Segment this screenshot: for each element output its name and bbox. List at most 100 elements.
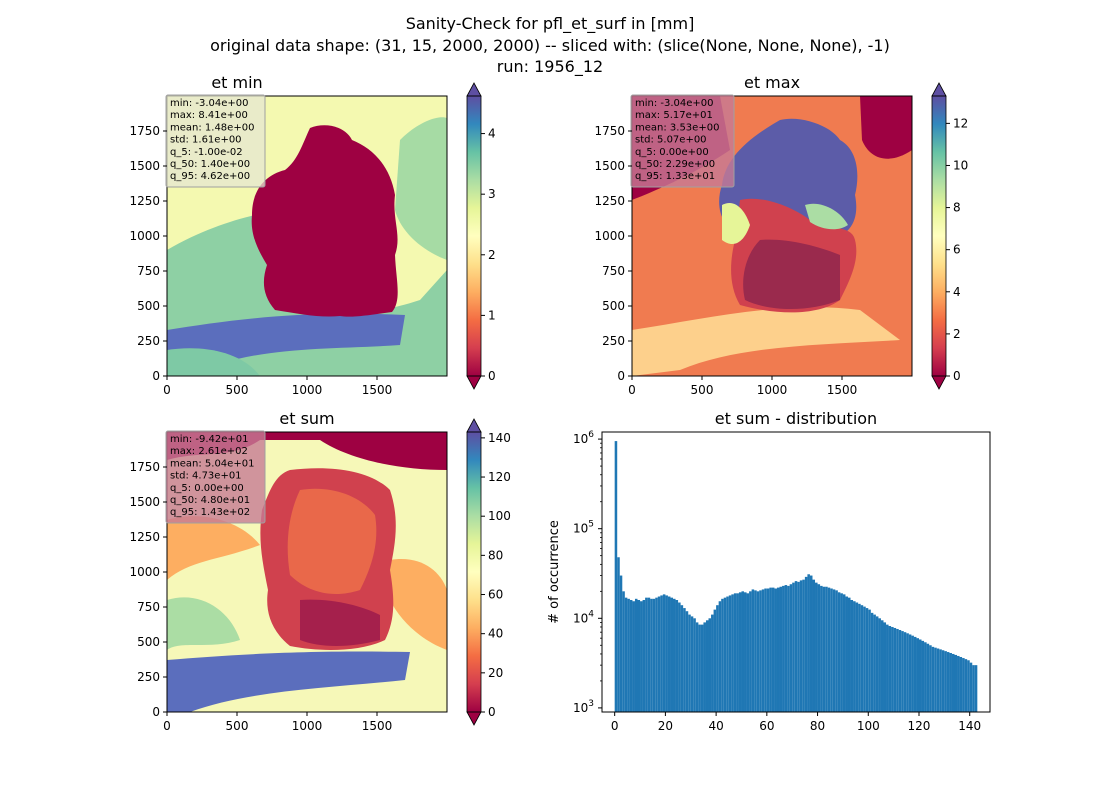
histogram-bar <box>896 628 899 712</box>
histogram-bar <box>662 594 666 712</box>
y-tick-label: 1750 <box>129 460 160 474</box>
et-max-heatmap <box>632 96 912 376</box>
x-tick-label: 40 <box>708 719 723 733</box>
et-sum-distribution-panel: et sum - distribution 0 20 40 60 80 100 120 140… <box>547 409 991 733</box>
histogram-bar <box>716 605 719 712</box>
histogram-bar <box>746 593 750 712</box>
colorbar-extend-min <box>466 375 482 390</box>
y-tick-label: 1750 <box>594 124 625 138</box>
y-tick-label: 1000 <box>129 565 160 579</box>
histogram-bar <box>655 597 658 712</box>
x-tick-label: 100 <box>857 719 880 733</box>
x-tick-label: 120 <box>908 719 931 733</box>
histogram-bar <box>645 597 648 712</box>
histogram-bar <box>721 598 724 712</box>
figure-title-line-2: original data shape: (31, 15, 2000, 2000… <box>210 36 890 55</box>
histogram-bar <box>667 596 671 712</box>
y-tick-label: 103 <box>573 699 594 715</box>
colorbar-tick-label: 3 <box>488 187 496 201</box>
x-tick-label: 1000 <box>292 719 323 733</box>
histogram-bar <box>632 601 635 712</box>
histogram-bar <box>822 586 826 712</box>
histogram-bar <box>713 609 717 712</box>
histogram-bar <box>850 600 854 712</box>
et-min-y-ticks: 0 250 500 750 1000 1250 1500 1750 <box>129 124 167 383</box>
histogram-bar <box>695 622 699 712</box>
histogram-bar <box>657 596 661 712</box>
histogram-bar <box>921 640 925 712</box>
histogram-bar <box>863 606 866 712</box>
histogram-bar <box>954 654 958 712</box>
x-tick-label: 80 <box>810 719 825 733</box>
histogram-bar <box>916 638 919 712</box>
histogram-bar <box>804 576 808 712</box>
histogram-bar <box>817 584 821 712</box>
histogram-bar <box>924 642 927 712</box>
histogram-bar <box>827 587 831 712</box>
histogram-bar <box>936 648 940 712</box>
histogram-bar <box>736 593 739 712</box>
histogram-bar <box>880 620 884 712</box>
stats-line: q_50: 4.80e+01 <box>170 495 250 506</box>
colorbar-tick-label: 12 <box>953 116 968 130</box>
et-min-heatmap <box>167 96 447 376</box>
et-max-title: et max <box>744 73 800 92</box>
histogram-bar <box>809 575 813 712</box>
x-tick-label: 0 <box>163 719 171 733</box>
histogram-bar <box>847 597 851 712</box>
histogram-bar <box>903 632 907 712</box>
histogram-title: et sum - distribution <box>715 409 877 428</box>
figure-title-line-1: Sanity-Check for pfl_et_surf in [mm] <box>406 14 695 34</box>
histogram-bar <box>744 592 747 712</box>
stats-line: q_5: -1.00e-02 <box>170 147 243 158</box>
histogram-y-ticks: 103 104 105 106 <box>573 430 602 715</box>
x-tick-label: 1000 <box>292 383 323 397</box>
histogram-bar <box>840 593 843 712</box>
x-tick-label: 500 <box>691 383 714 397</box>
histogram-bar <box>650 598 653 712</box>
histogram-bar <box>766 588 770 712</box>
y-tick-label: 1500 <box>129 159 160 173</box>
histogram-bar <box>678 602 681 712</box>
stats-line: min: -3.04e+00 <box>170 98 249 109</box>
histogram-bar <box>858 603 861 712</box>
colorbar-extend-max <box>466 418 482 433</box>
colorbar-tick-label: 8 <box>953 201 961 215</box>
histogram-bar <box>794 581 798 712</box>
y-tick-label: 1000 <box>129 229 160 243</box>
histogram-bar <box>860 605 864 712</box>
histogram-bar <box>771 587 775 712</box>
colorbar-tick-label: 4 <box>488 127 496 141</box>
colorbar-tick-label: 2 <box>953 327 961 341</box>
x-tick-label: 0 <box>628 383 636 397</box>
et-max-y-ticks: 0 250 500 750 1000 1250 1500 1750 <box>594 124 632 383</box>
histogram-bar <box>870 612 874 712</box>
histogram-bar <box>624 597 628 712</box>
colorbar-frame <box>466 431 482 713</box>
stats-line: min: -3.04e+00 <box>635 98 714 109</box>
y-tick-label: 1500 <box>594 159 625 173</box>
x-tick-label: 1500 <box>362 719 393 733</box>
et-min-colorbar: 0 1 2 3 4 <box>466 82 496 390</box>
histogram-bar <box>723 597 727 712</box>
histogram-x-ticks: 0 20 40 60 80 100 120 140 <box>611 712 981 733</box>
histogram-bar <box>754 590 757 712</box>
histogram-bar <box>749 591 752 712</box>
histogram-bar <box>759 590 762 712</box>
stats-line: q_50: 2.29e+00 <box>635 159 715 170</box>
histogram-bar <box>799 580 803 712</box>
histogram-bar <box>784 585 788 712</box>
colorbar-tick-label: 0 <box>953 369 961 383</box>
histogram-bar <box>741 591 745 712</box>
colorbar-extend-min <box>931 375 947 390</box>
histogram-bar <box>891 626 894 712</box>
colorbar-tick-label: 1 <box>488 308 496 322</box>
colorbar-gradient <box>932 96 946 376</box>
x-tick-label: 140 <box>958 719 981 733</box>
histogram-bar <box>875 616 879 712</box>
histogram-bar <box>733 593 737 712</box>
histogram-bar <box>769 587 772 712</box>
